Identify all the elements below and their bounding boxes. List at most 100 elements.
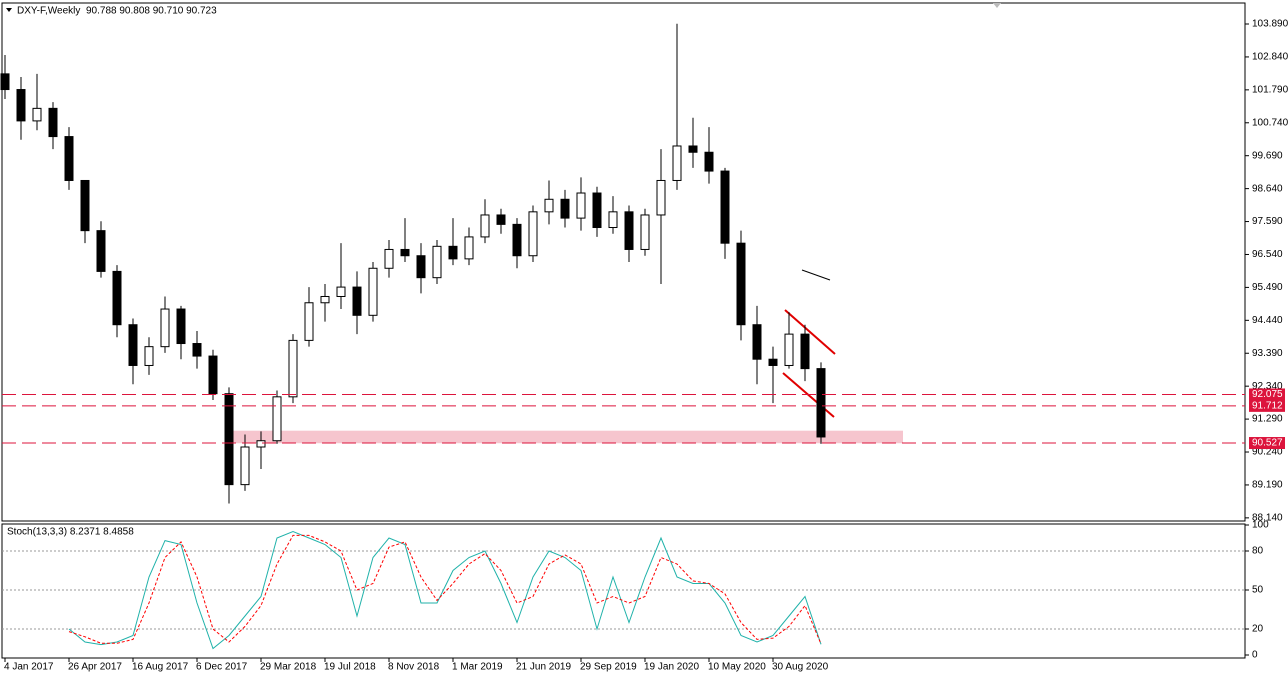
candle-body bbox=[464, 236, 474, 260]
x-tick-label: 19 Jul 2018 bbox=[324, 662, 376, 673]
candle-body bbox=[160, 308, 170, 348]
y-tick-label: 93.390 bbox=[1252, 348, 1283, 359]
y-tick-label: 95.490 bbox=[1252, 282, 1283, 293]
candle-body bbox=[448, 245, 458, 260]
candle-body bbox=[288, 339, 298, 398]
candle-body bbox=[96, 230, 106, 272]
x-tick-label: 29 Sep 2019 bbox=[580, 662, 637, 673]
stoch-panel bbox=[1, 523, 1246, 659]
x-tick-label: 1 Mar 2019 bbox=[452, 662, 503, 673]
symbol-title: DXY-F,Weekly bbox=[17, 6, 80, 17]
candle-body bbox=[752, 324, 762, 360]
y-tick-label: 92.340 bbox=[1252, 381, 1283, 392]
candle-body bbox=[480, 214, 490, 238]
x-tick-label: 29 Mar 2018 bbox=[260, 662, 317, 673]
candle-body bbox=[736, 242, 746, 326]
level-label: 90.527 bbox=[1252, 438, 1283, 449]
y-tick-label: 100 bbox=[1252, 520, 1269, 531]
y-tick-label: 0 bbox=[1252, 650, 1258, 661]
y-tick-label: 80 bbox=[1252, 546, 1264, 557]
candle-body bbox=[576, 192, 586, 219]
candle-body bbox=[384, 248, 394, 269]
candle-body bbox=[768, 358, 778, 366]
candle-body bbox=[208, 355, 218, 395]
y-tick-label: 102.840 bbox=[1252, 52, 1288, 63]
level-tag bbox=[1249, 437, 1285, 450]
x-tick-label: 4 Jan 2017 bbox=[4, 662, 54, 673]
candle-body bbox=[528, 211, 538, 257]
candle-body bbox=[368, 267, 378, 316]
candle-body bbox=[64, 136, 74, 181]
candle-body bbox=[624, 211, 634, 250]
candle-body bbox=[560, 198, 570, 219]
ohlc-text: 90.788 90.808 90.710 90.723 bbox=[86, 6, 217, 17]
candle-body bbox=[224, 393, 234, 486]
candle-body bbox=[352, 286, 362, 316]
x-tick-label: 30 Aug 2020 bbox=[772, 662, 829, 673]
candle-body bbox=[112, 270, 122, 326]
candle-body bbox=[640, 214, 650, 250]
stoch-line bbox=[68, 534, 822, 645]
candle-body bbox=[592, 192, 602, 229]
level-tag bbox=[1249, 388, 1285, 401]
level-label: 92.075 bbox=[1252, 389, 1283, 400]
candle-body bbox=[784, 333, 794, 366]
drawn-line bbox=[801, 269, 831, 281]
y-tick-label: 96.540 bbox=[1252, 249, 1283, 260]
candle-body bbox=[192, 343, 202, 357]
candle-body bbox=[0, 73, 10, 91]
candle-body bbox=[304, 302, 314, 341]
x-tick-label: 8 Nov 2018 bbox=[388, 662, 440, 673]
candle-body bbox=[272, 396, 282, 442]
level-tag bbox=[1249, 399, 1285, 412]
x-tick-label: 21 Jun 2019 bbox=[516, 662, 571, 673]
candle-body bbox=[608, 211, 618, 229]
candle-body bbox=[496, 214, 506, 225]
candle-body bbox=[80, 179, 90, 232]
x-tick-label: 10 May 2020 bbox=[708, 662, 766, 673]
candle-body bbox=[656, 179, 666, 216]
menu-arrow[interactable] bbox=[6, 8, 12, 12]
candle-body bbox=[512, 223, 522, 257]
price-panel bbox=[1, 2, 1246, 522]
panel-marker bbox=[993, 3, 1001, 8]
candle-body bbox=[688, 145, 698, 153]
stoch-title: Stoch(13,3,3) 8.2371 8.4858 bbox=[7, 527, 134, 538]
candle-body bbox=[432, 245, 442, 279]
y-tick-label: 20 bbox=[1252, 624, 1264, 635]
x-tick-label: 26 Apr 2017 bbox=[68, 662, 122, 673]
candle-body bbox=[144, 346, 154, 366]
candle-body bbox=[320, 295, 330, 304]
y-tick-label: 88.140 bbox=[1252, 513, 1283, 524]
y-tick-label: 97.590 bbox=[1252, 216, 1283, 227]
candle-body bbox=[816, 368, 826, 438]
channel-lower bbox=[782, 372, 835, 418]
y-tick-label: 94.440 bbox=[1252, 315, 1283, 326]
candle-body bbox=[672, 145, 682, 181]
candle-body bbox=[240, 446, 250, 486]
candle-body bbox=[48, 107, 58, 138]
candle-body bbox=[400, 248, 410, 257]
stoch-line bbox=[68, 530, 822, 650]
support-zone bbox=[228, 430, 903, 444]
candle-body bbox=[704, 151, 714, 172]
y-tick-label: 89.190 bbox=[1252, 480, 1283, 491]
y-tick-label: 98.640 bbox=[1252, 183, 1283, 194]
candle-body bbox=[16, 89, 26, 122]
y-tick-label: 50 bbox=[1252, 585, 1264, 596]
level-label: 91.712 bbox=[1252, 401, 1283, 412]
y-tick-label: 99.690 bbox=[1252, 150, 1283, 161]
channel-upper bbox=[784, 309, 836, 355]
candle-body bbox=[416, 255, 426, 279]
y-tick-label: 100.740 bbox=[1252, 117, 1288, 128]
candle-body bbox=[336, 286, 346, 297]
y-tick-label: 90.240 bbox=[1252, 447, 1283, 458]
candle-body bbox=[128, 324, 138, 366]
x-tick-label: 16 Aug 2017 bbox=[132, 662, 189, 673]
candle-body bbox=[544, 198, 554, 213]
candle-body bbox=[256, 440, 266, 448]
x-tick-label: 6 Dec 2017 bbox=[196, 662, 248, 673]
x-tick-label: 19 Jan 2020 bbox=[644, 662, 699, 673]
